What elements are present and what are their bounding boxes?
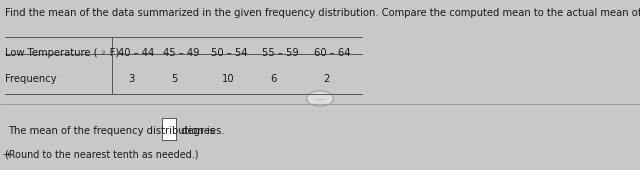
Text: 45 – 49: 45 – 49 [163,48,200,58]
Text: (Round to the nearest tenth as needed.): (Round to the nearest tenth as needed.) [5,150,198,160]
Text: 3: 3 [128,74,134,84]
Text: degrees.: degrees. [178,126,224,136]
Text: Low Temperature ( ◦ F): Low Temperature ( ◦ F) [5,48,120,58]
Text: 60 – 64: 60 – 64 [314,48,350,58]
Text: 6: 6 [271,74,277,84]
Text: →: → [3,150,10,159]
Text: 2: 2 [323,74,330,84]
Text: .....: ..... [315,96,325,101]
Text: 55 – 59: 55 – 59 [262,48,299,58]
Ellipse shape [307,91,333,106]
Text: The mean of the frequency distribution is: The mean of the frequency distribution i… [8,126,218,136]
Text: 5: 5 [172,74,178,84]
Text: Frequency: Frequency [5,74,57,84]
Text: 10: 10 [222,74,235,84]
Text: 40 – 44: 40 – 44 [118,48,155,58]
Text: Find the mean of the data summarized in the given frequency distribution. Compar: Find the mean of the data summarized in … [5,8,640,18]
Text: 50 – 54: 50 – 54 [211,48,248,58]
